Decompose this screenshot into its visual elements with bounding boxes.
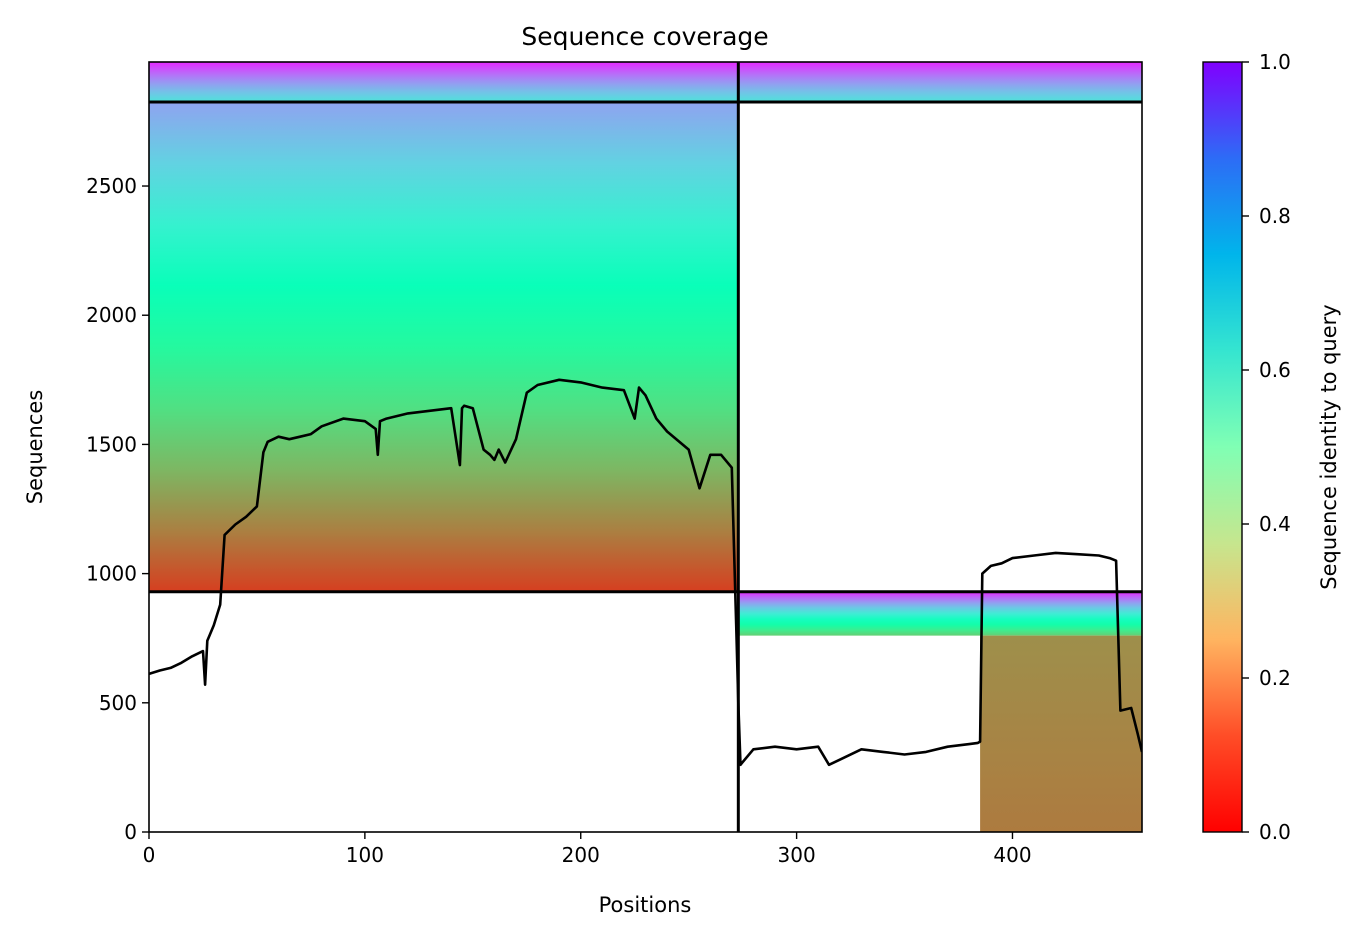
heatmap-block [149, 102, 739, 592]
y-tick-label: 2000 [86, 303, 137, 327]
y-axis-label: Sequences [23, 390, 47, 505]
x-axis-label: Positions [599, 893, 692, 917]
colorbar-ticks: 0.0 0.2 0.4 0.6 0.8 1.0 [1242, 50, 1291, 844]
colorbar-tick-label: 0.8 [1259, 204, 1291, 228]
plot-frame [148, 61, 1143, 833]
colorbar [1202, 61, 1243, 833]
heatmap-block [738, 62, 1142, 103]
colorbar-tick-label: 1.0 [1259, 50, 1291, 74]
coverage-line-layer [149, 378, 1142, 767]
x-tick-label: 200 [562, 843, 600, 867]
y-tick-label: 500 [99, 691, 137, 715]
colorbar-tick-label: 0.6 [1259, 358, 1291, 382]
chart-title: Sequence coverage [521, 22, 768, 51]
heatmap-block [980, 635, 1142, 832]
colorbar-tick-label: 0.2 [1259, 666, 1291, 690]
colorbar-tick-label: 0.4 [1259, 512, 1291, 536]
y-tick-label: 2500 [86, 174, 137, 198]
y-tick-label: 1000 [86, 562, 137, 586]
x-tick-label: 100 [346, 843, 384, 867]
heatmap-block [738, 591, 1142, 636]
heatmap-block [149, 62, 739, 103]
coverage-line [149, 378, 1142, 767]
x-axis-ticks: 0 100 200 300 400 [143, 832, 1032, 867]
y-axis-ticks: 0 500 1000 1500 2000 2500 [86, 174, 149, 844]
x-tick-label: 0 [143, 843, 156, 867]
y-tick-label: 1500 [86, 432, 137, 456]
block-separators [149, 62, 1142, 832]
colorbar-tick-label: 0.0 [1259, 820, 1291, 844]
x-tick-label: 300 [778, 843, 816, 867]
y-tick-label: 0 [124, 820, 137, 844]
x-tick-label: 400 [993, 843, 1031, 867]
colorbar-label: Sequence identity to query [1317, 304, 1341, 589]
coverage-heatmap [149, 62, 1142, 832]
